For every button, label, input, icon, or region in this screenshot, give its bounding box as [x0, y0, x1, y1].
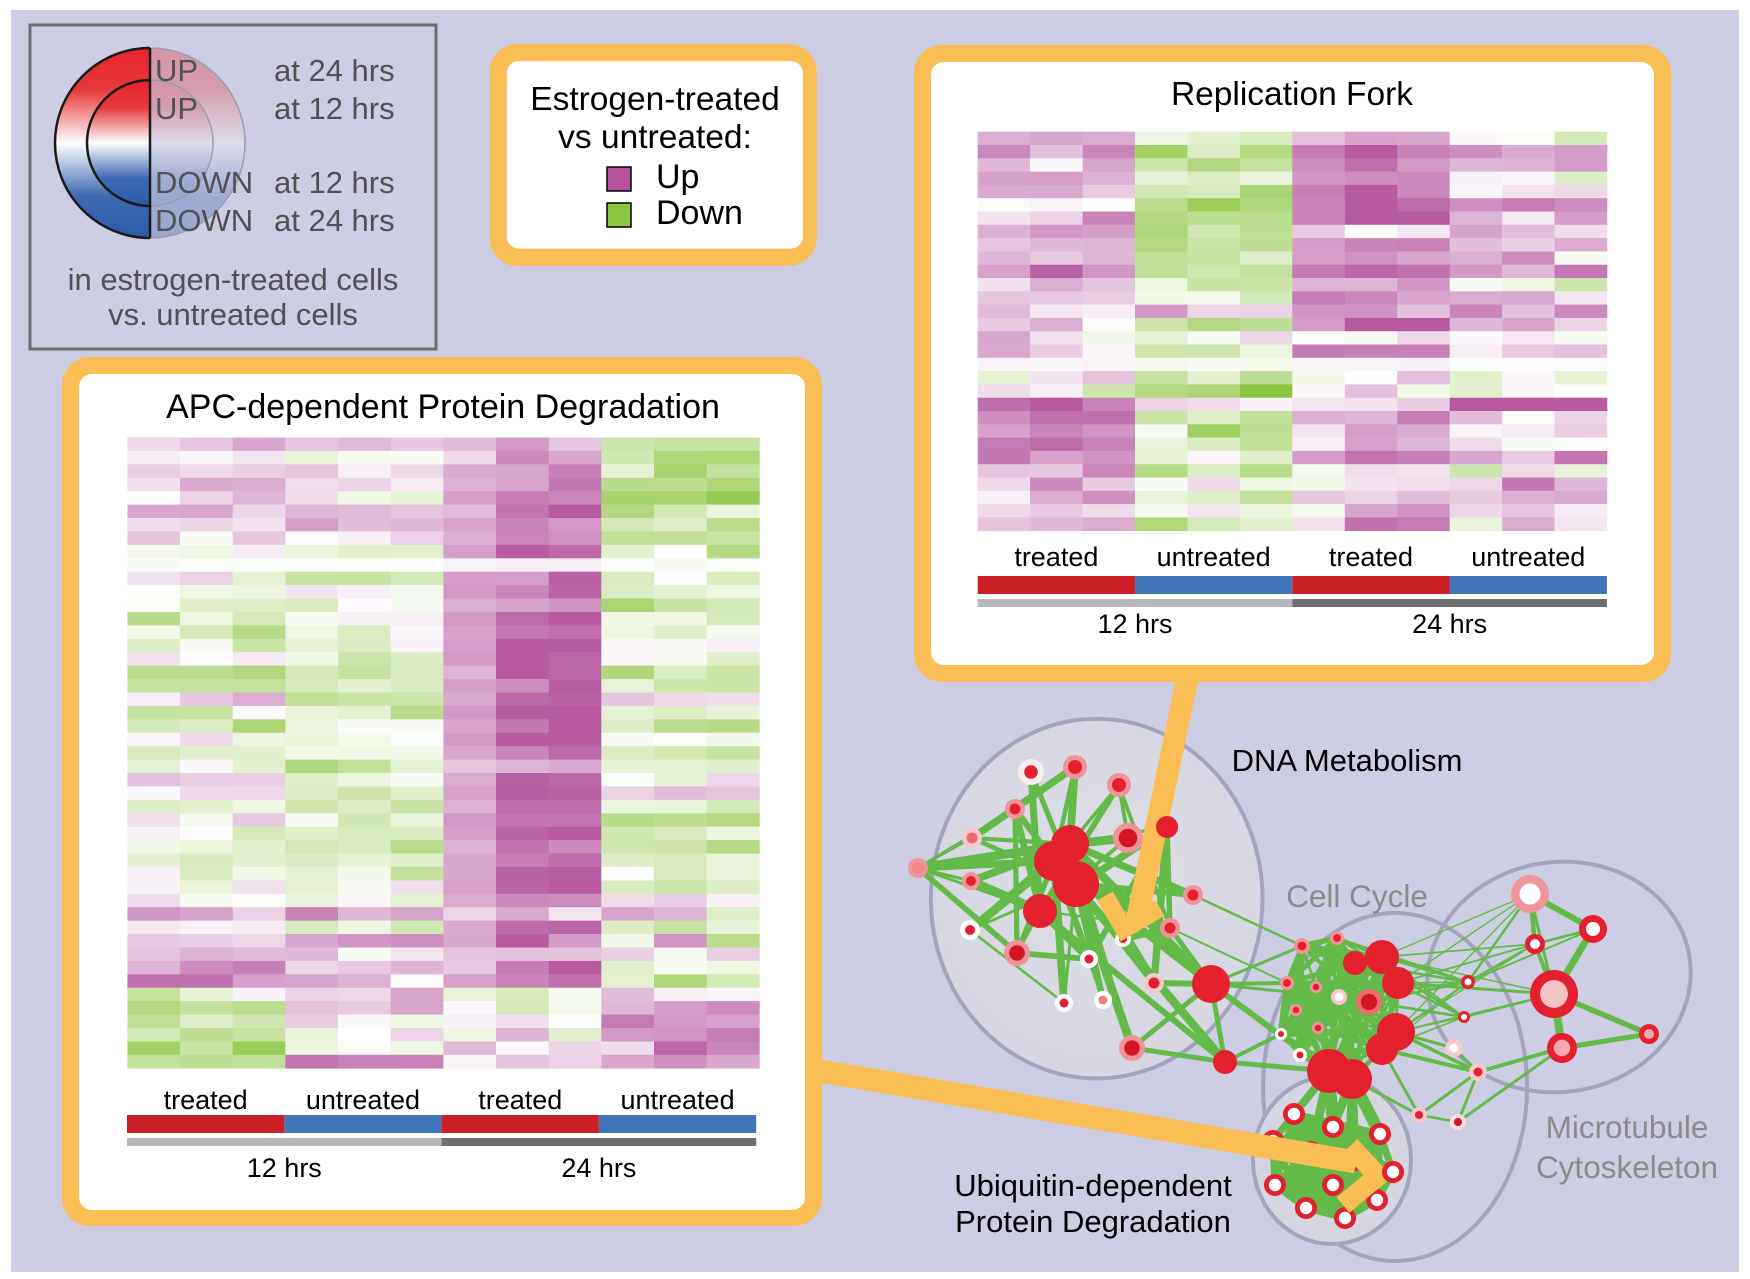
- svg-text:vs untreated:: vs untreated:: [558, 119, 752, 156]
- svg-text:at 24 hrs: at 24 hrs: [274, 53, 395, 88]
- svg-text:Cell Cycle: Cell Cycle: [1286, 878, 1428, 914]
- svg-text:untreated: untreated: [306, 1085, 420, 1115]
- svg-text:DNA Metabolism: DNA Metabolism: [1232, 743, 1463, 778]
- svg-text:Protein Degradation: Protein Degradation: [955, 1204, 1231, 1239]
- svg-text:UP: UP: [155, 53, 198, 88]
- svg-text:24 hrs: 24 hrs: [561, 1153, 636, 1183]
- svg-text:Microtubule: Microtubule: [1546, 1109, 1709, 1145]
- svg-text:treated: treated: [1014, 542, 1098, 572]
- svg-text:untreated: untreated: [1157, 542, 1271, 572]
- svg-text:treated: treated: [1329, 542, 1413, 572]
- svg-text:at 12 hrs: at 12 hrs: [274, 91, 395, 126]
- svg-text:DOWN: DOWN: [155, 203, 253, 238]
- svg-text:at 12 hrs: at 12 hrs: [274, 165, 395, 200]
- svg-text:24 hrs: 24 hrs: [1412, 609, 1487, 639]
- svg-text:12 hrs: 12 hrs: [1097, 609, 1172, 639]
- svg-text:UP: UP: [155, 91, 198, 126]
- svg-text:Up: Up: [656, 158, 699, 196]
- svg-text:12 hrs: 12 hrs: [247, 1153, 322, 1183]
- svg-text:vs. untreated cells: vs. untreated cells: [108, 297, 358, 332]
- svg-text:treated: treated: [478, 1085, 562, 1115]
- svg-text:untreated: untreated: [1471, 542, 1585, 572]
- svg-text:Cytoskeleton: Cytoskeleton: [1536, 1149, 1718, 1185]
- svg-text:treated: treated: [164, 1085, 248, 1115]
- svg-text:untreated: untreated: [621, 1085, 735, 1115]
- svg-text:Down: Down: [656, 194, 743, 232]
- svg-text:at 24 hrs: at 24 hrs: [274, 203, 395, 238]
- svg-text:Estrogen-treated: Estrogen-treated: [530, 81, 780, 118]
- svg-text:APC-dependent Protein Degradat: APC-dependent Protein Degradation: [166, 388, 720, 426]
- svg-text:Ubiquitin-dependent: Ubiquitin-dependent: [954, 1168, 1232, 1203]
- svg-text:in estrogen-treated cells: in estrogen-treated cells: [68, 262, 399, 297]
- svg-text:Replication Fork: Replication Fork: [1171, 76, 1413, 113]
- svg-text:DOWN: DOWN: [155, 165, 253, 200]
